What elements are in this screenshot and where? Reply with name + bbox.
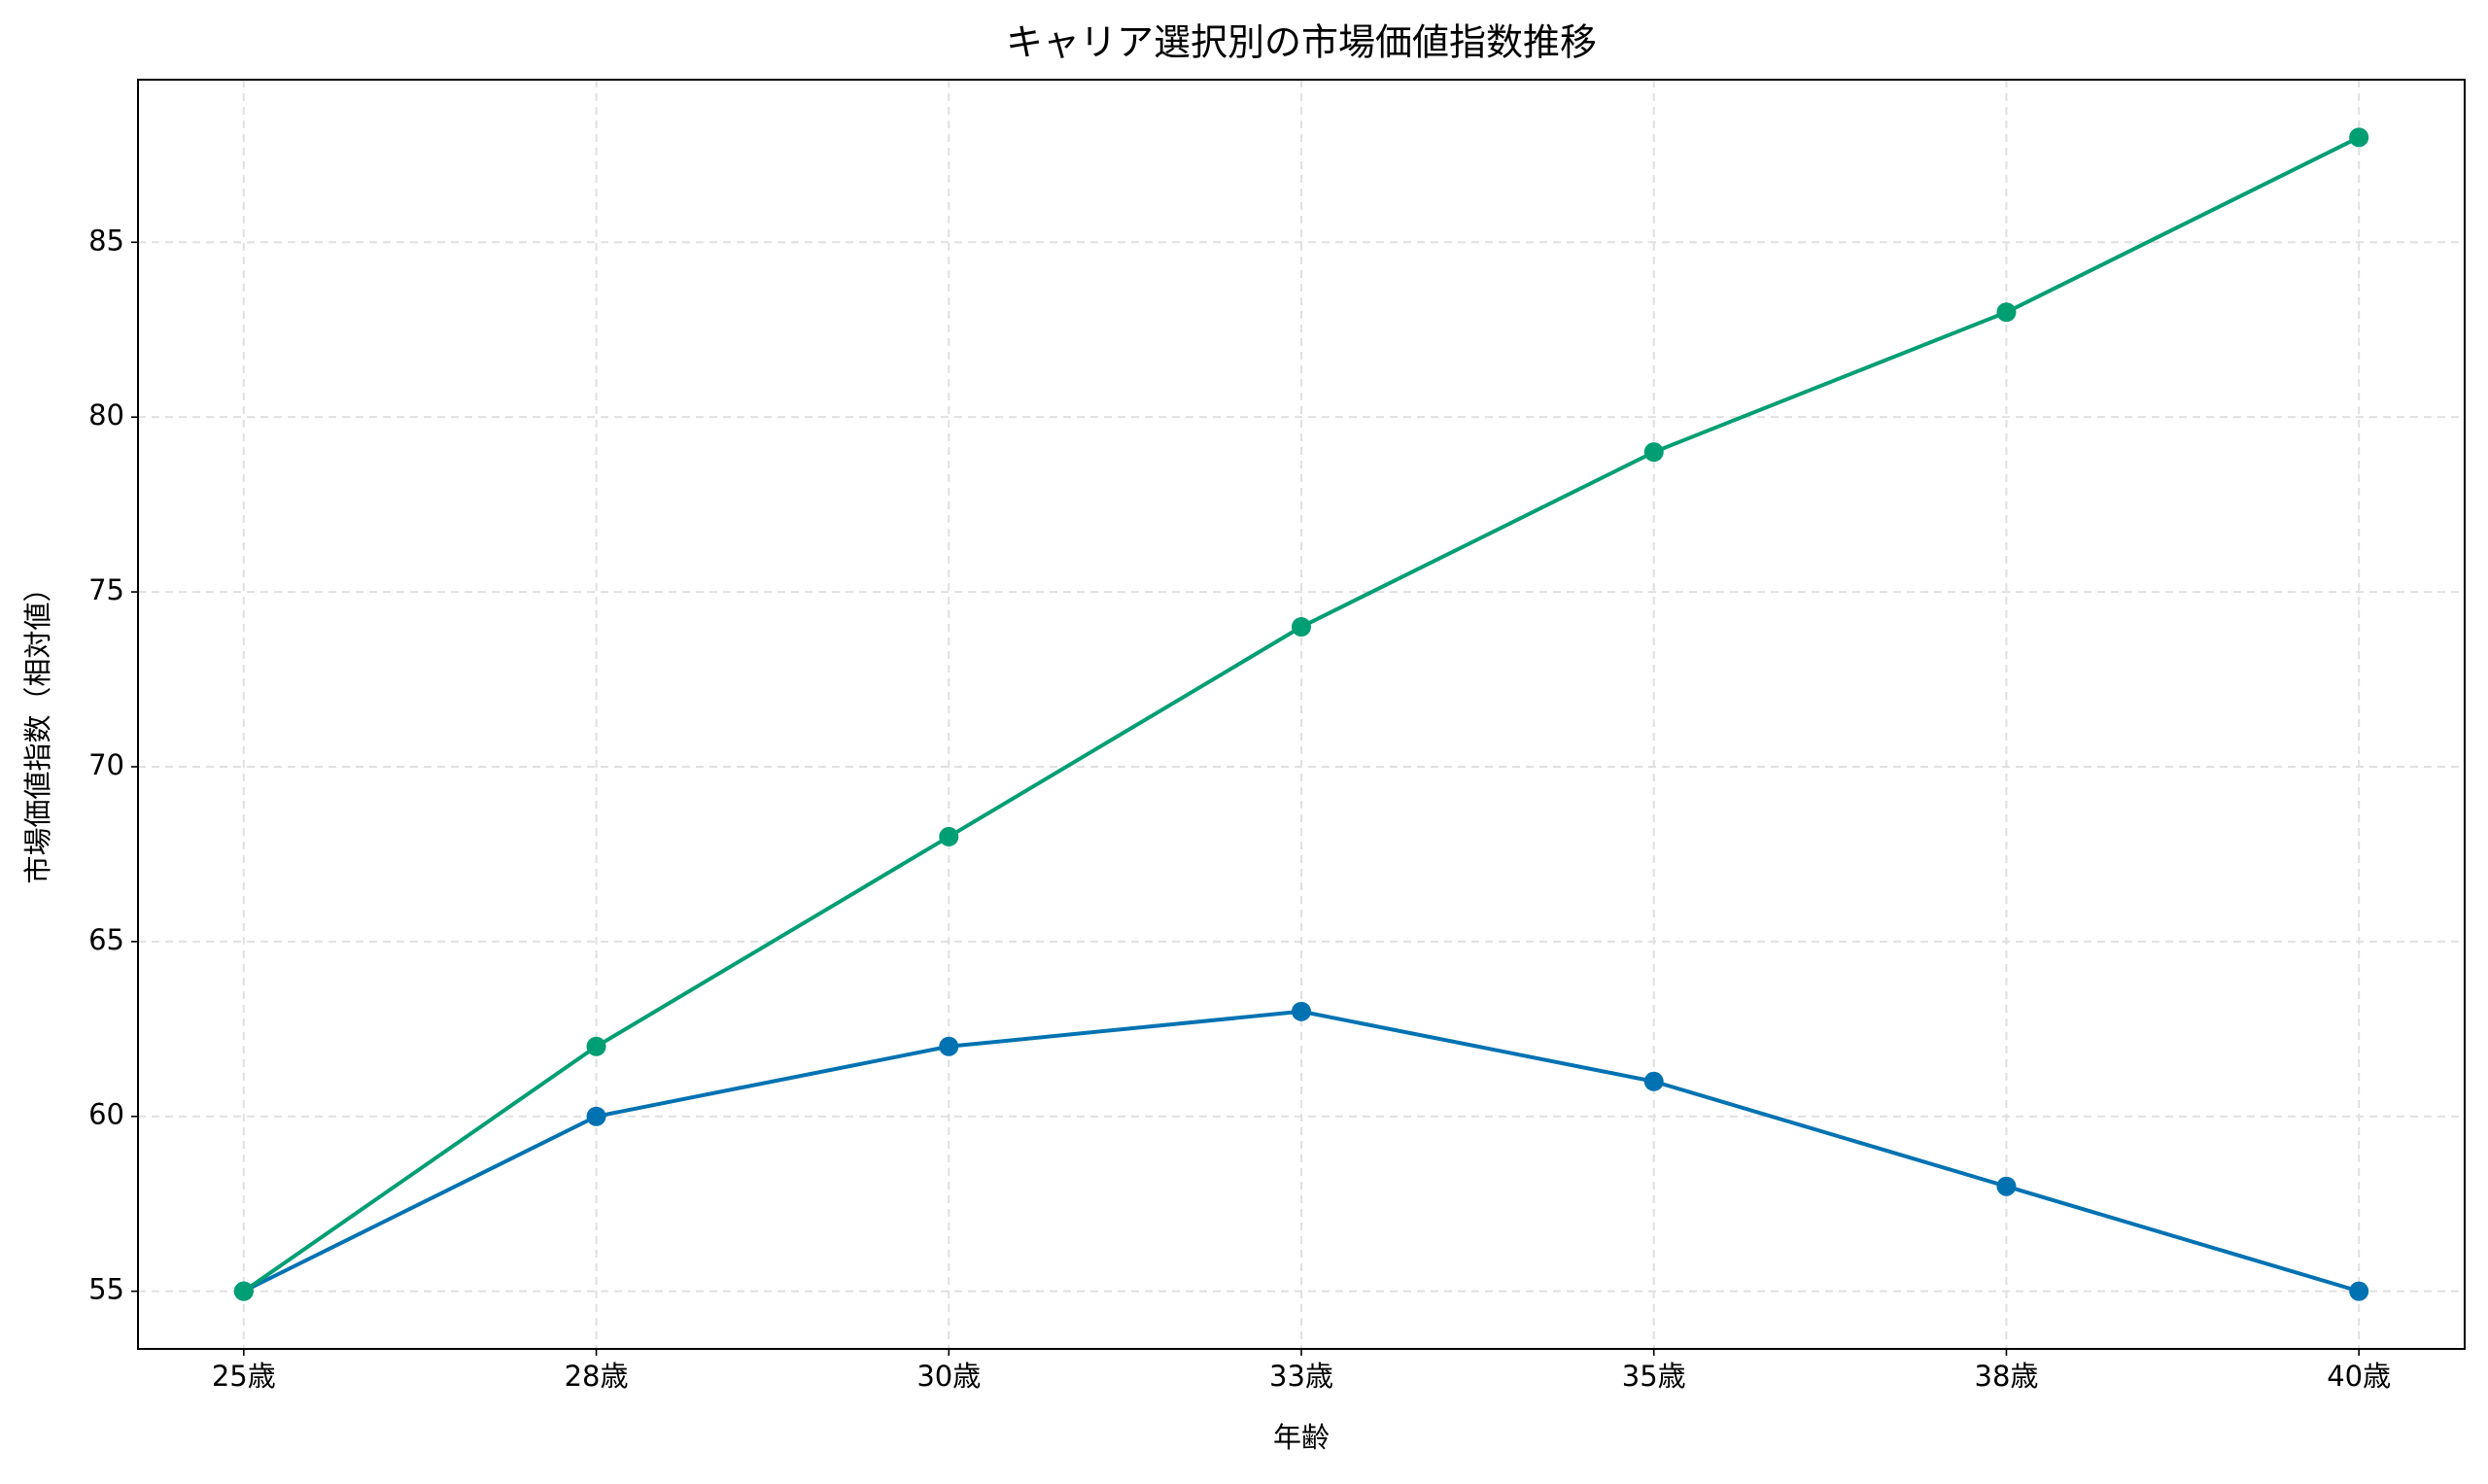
x-tick-label: 40歳 <box>2327 1360 2391 1393</box>
y-tick-label: 70 <box>88 748 124 781</box>
x-tick-label: 30歳 <box>916 1360 981 1393</box>
y-axis-label: 市場価値指数（相対値） <box>21 573 54 883</box>
point <box>586 1036 606 1056</box>
point <box>586 1106 606 1126</box>
point <box>2349 1281 2369 1301</box>
y-tick-label: 55 <box>88 1273 124 1306</box>
point <box>1996 1176 2017 1196</box>
plot-frame <box>137 79 2466 1350</box>
y-tick-label: 65 <box>88 923 124 956</box>
point <box>939 826 959 846</box>
point <box>1292 1001 1311 1021</box>
point <box>1643 1071 1664 1091</box>
point <box>1643 442 1664 463</box>
point <box>1996 302 2017 323</box>
x-tick-label: 35歳 <box>1622 1360 1686 1393</box>
x-tick-label: 28歳 <box>565 1360 629 1393</box>
x-axis-label: 年齢 <box>1273 1421 1330 1454</box>
point <box>2349 127 2369 148</box>
y-tick-label: 60 <box>88 1098 124 1131</box>
y-tick-label: 80 <box>88 398 124 431</box>
x-tick-label: 33歳 <box>1269 1360 1333 1393</box>
point <box>939 1036 959 1056</box>
chart-title: キャリア選択別の市場価値指数推移 <box>1006 21 1597 64</box>
point <box>1292 617 1311 638</box>
point <box>233 1281 254 1301</box>
y-tick-label: 85 <box>88 224 124 257</box>
x-tick-label: 38歳 <box>1975 1360 2039 1393</box>
x-tick-label: 25歳 <box>212 1360 276 1393</box>
y-tick-label: 75 <box>88 573 124 606</box>
